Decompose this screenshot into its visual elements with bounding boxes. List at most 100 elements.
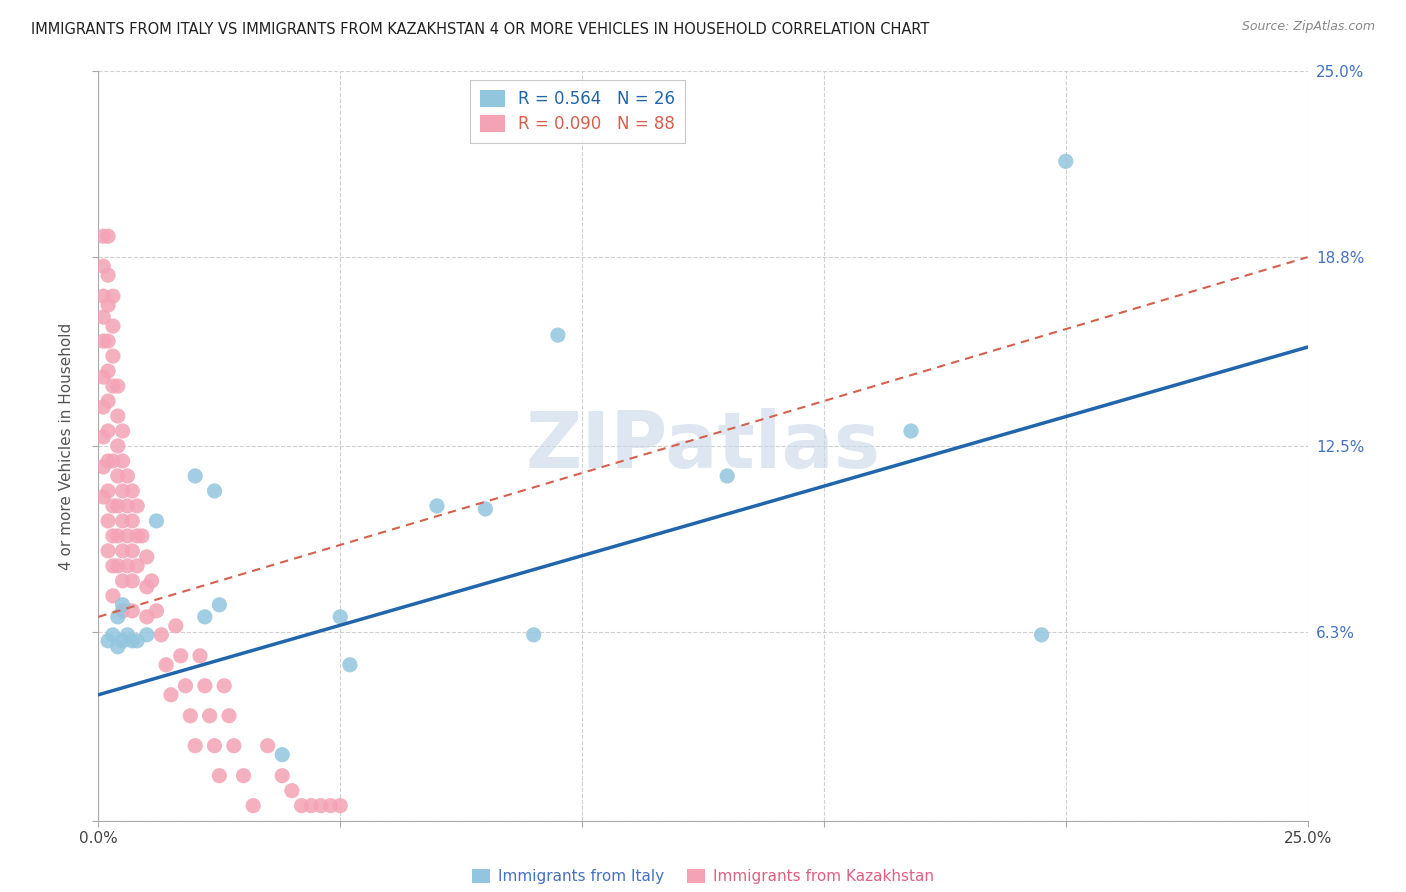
Point [97,454,120,468]
Point [107,469,129,483]
Point [188,648,211,663]
Point [184,739,207,753]
Point [117,628,139,642]
Point [547,328,569,343]
Point [121,574,143,588]
Point [111,598,134,612]
Point [91,460,114,475]
Point [256,739,278,753]
Point [97,483,120,498]
Point [1054,154,1077,169]
Point [91,259,114,273]
Point [111,544,134,558]
Point [117,499,139,513]
Point [121,604,143,618]
Text: ZIPatlas: ZIPatlas [526,408,880,484]
Point [145,604,167,618]
Point [107,409,129,423]
Point [131,529,153,543]
Legend: Immigrants from Italy, Immigrants from Kazakhstan: Immigrants from Italy, Immigrants from K… [472,870,934,884]
Point [101,289,124,303]
Point [107,439,129,453]
Point [329,610,352,624]
Point [271,769,294,783]
Point [101,499,124,513]
Point [117,558,139,573]
Point [91,430,114,444]
Point [107,640,129,654]
Point [281,783,304,797]
Point [97,334,120,348]
Point [111,454,134,468]
Y-axis label: 4 or more Vehicles in Household: 4 or more Vehicles in Household [59,322,75,570]
Point [107,499,129,513]
Point [121,514,143,528]
Point [155,657,177,672]
Point [474,502,496,516]
Point [150,628,173,642]
Point [91,310,114,325]
Point [169,648,191,663]
Point [135,549,157,564]
Point [101,379,124,393]
Point [242,798,264,813]
Point [91,334,114,348]
Point [111,514,134,528]
Point [179,708,201,723]
Text: IMMIGRANTS FROM ITALY VS IMMIGRANTS FROM KAZAKHSTAN 4 OR MORE VEHICLES IN HOUSEH: IMMIGRANTS FROM ITALY VS IMMIGRANTS FROM… [31,22,929,37]
Point [290,798,312,813]
Point [111,424,134,438]
Point [165,619,187,633]
Point [101,558,124,573]
Point [91,370,114,384]
Point [184,469,207,483]
Point [117,529,139,543]
Point [117,469,139,483]
Point [97,268,120,282]
Point [111,633,134,648]
Point [309,798,332,813]
Point [97,298,120,312]
Point [135,580,157,594]
Point [145,514,167,528]
Point [329,798,352,813]
Point [222,739,245,753]
Point [101,589,124,603]
Point [97,424,120,438]
Point [299,798,322,813]
Point [426,499,449,513]
Point [91,400,114,414]
Point [127,529,149,543]
Point [135,610,157,624]
Point [900,424,922,438]
Point [111,483,134,498]
Point [198,708,221,723]
Point [716,469,738,483]
Point [111,574,134,588]
Point [212,679,235,693]
Point [127,633,149,648]
Point [101,319,124,334]
Point [91,289,114,303]
Point [107,610,129,624]
Point [107,379,129,393]
Point [107,529,129,543]
Point [91,490,114,504]
Point [319,798,342,813]
Point [97,394,120,409]
Point [97,229,120,244]
Text: Source: ZipAtlas.com: Source: ZipAtlas.com [1241,20,1375,33]
Point [97,514,120,528]
Point [339,657,361,672]
Point [101,349,124,363]
Point [208,769,231,783]
Point [194,679,217,693]
Point [204,483,226,498]
Point [91,229,114,244]
Point [97,364,120,378]
Point [111,604,134,618]
Point [101,628,124,642]
Point [101,529,124,543]
Point [135,628,157,642]
Point [127,558,149,573]
